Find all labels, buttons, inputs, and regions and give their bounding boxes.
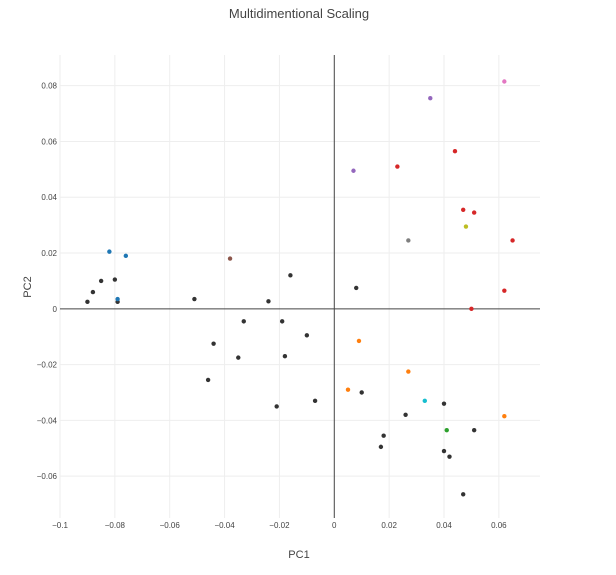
x-tick-label: −0.1: [52, 521, 68, 530]
data-point[interactable]: [378, 444, 384, 450]
data-point[interactable]: [351, 168, 356, 173]
x-axis-title: PC1: [288, 549, 309, 561]
y-tick-label: −0.02: [37, 361, 58, 370]
data-point[interactable]: [441, 401, 447, 406]
x-tick-label: −0.08: [105, 521, 126, 530]
data-point[interactable]: [381, 433, 386, 438]
x-tick-label: −0.04: [214, 521, 235, 530]
data-point[interactable]: [112, 277, 118, 282]
data-point[interactable]: [279, 319, 285, 324]
x-tick-label: 0: [332, 521, 337, 530]
data-point[interactable]: [98, 278, 104, 284]
chart-title: Multidimentional Scaling: [229, 6, 369, 21]
data-point[interactable]: [406, 238, 411, 243]
data-point[interactable]: [266, 299, 271, 304]
y-tick-label: −0.04: [37, 416, 58, 425]
y-tick-label: 0.08: [41, 82, 57, 91]
data-point[interactable]: [403, 412, 408, 418]
data-point[interactable]: [444, 427, 449, 433]
y-axis-title: PC2: [22, 276, 34, 297]
data-point[interactable]: [90, 289, 96, 295]
data-point[interactable]: [211, 341, 216, 346]
y-tick-label: 0.02: [41, 249, 57, 258]
data-point[interactable]: [502, 288, 507, 293]
data-point[interactable]: [236, 355, 241, 360]
data-point[interactable]: [422, 398, 427, 404]
data-point[interactable]: [452, 149, 458, 154]
data-point[interactable]: [395, 164, 400, 169]
data-point[interactable]: [359, 390, 364, 395]
y-tick-label: 0.04: [41, 193, 57, 202]
data-point[interactable]: [406, 369, 411, 374]
data-point[interactable]: [463, 224, 469, 229]
data-point[interactable]: [471, 427, 477, 433]
zero-lines: [60, 55, 540, 518]
data-point[interactable]: [288, 273, 293, 278]
x-tick-label: 0.06: [491, 521, 507, 530]
data-point[interactable]: [227, 256, 233, 261]
data-point[interactable]: [241, 319, 246, 324]
data-point[interactable]: [461, 492, 466, 497]
tick-labels: −0.1 −0.08 −0.06 −0.04 −0.02 0 0.02 0.04 0.06 −0.…: [37, 82, 507, 530]
data-point[interactable]: [428, 96, 433, 101]
data-point[interactable]: [115, 296, 120, 302]
y-tick-label: −0.06: [37, 472, 58, 481]
data-point[interactable]: [205, 377, 211, 383]
data-point[interactable]: [447, 454, 452, 459]
data-point[interactable]: [274, 404, 279, 409]
data-point[interactable]: [312, 398, 318, 404]
data-point[interactable]: [345, 387, 351, 392]
data-point[interactable]: [192, 296, 197, 302]
data-point[interactable]: [282, 354, 288, 359]
data-point[interactable]: [441, 448, 447, 454]
x-tick-label: 0.02: [381, 521, 397, 530]
data-point[interactable]: [469, 306, 474, 312]
data-points: [85, 79, 515, 497]
data-point[interactable]: [461, 207, 466, 212]
data-point[interactable]: [85, 299, 90, 305]
data-point[interactable]: [502, 79, 507, 84]
data-point[interactable]: [107, 249, 112, 254]
y-tick-label: 0: [53, 305, 58, 314]
data-point[interactable]: [354, 285, 359, 291]
x-tick-label: −0.06: [160, 521, 181, 530]
data-point[interactable]: [304, 333, 310, 338]
y-tick-label: 0.06: [41, 137, 57, 146]
data-point[interactable]: [502, 413, 507, 419]
data-point[interactable]: [123, 253, 129, 259]
grid-layer: [59, 55, 540, 518]
x-tick-label: −0.02: [269, 521, 290, 530]
data-point[interactable]: [356, 338, 362, 344]
data-point[interactable]: [471, 210, 477, 215]
x-tick-label: 0.04: [436, 521, 452, 530]
data-point[interactable]: [510, 238, 515, 243]
